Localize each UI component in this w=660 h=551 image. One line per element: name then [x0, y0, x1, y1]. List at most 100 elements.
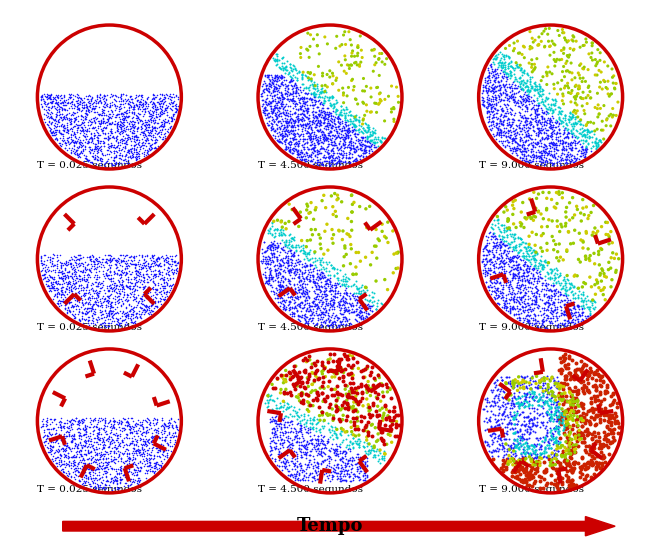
Point [294, 102, 305, 111]
Point [79, 104, 90, 113]
Point [79, 478, 90, 487]
Point [146, 463, 156, 472]
Point [100, 454, 111, 463]
Point [337, 105, 348, 114]
Point [51, 126, 62, 134]
Point [293, 300, 304, 309]
Point [494, 115, 505, 124]
Point [506, 134, 517, 143]
Point [581, 371, 592, 380]
Point [312, 255, 322, 264]
Point [482, 93, 492, 102]
Point [308, 215, 319, 224]
Point [110, 304, 120, 313]
Point [541, 444, 551, 453]
Point [82, 303, 93, 312]
Point [86, 458, 96, 467]
Point [125, 101, 136, 110]
Point [348, 270, 358, 279]
Point [72, 301, 82, 310]
Point [482, 75, 493, 84]
Point [348, 444, 359, 452]
Point [129, 259, 140, 268]
Point [94, 146, 105, 155]
Point [326, 122, 337, 131]
Point [171, 432, 182, 441]
Point [501, 124, 512, 133]
Point [506, 145, 516, 154]
Point [521, 96, 531, 105]
Point [308, 271, 319, 280]
Point [265, 244, 275, 253]
Point [538, 484, 548, 493]
Point [296, 463, 307, 472]
Point [336, 424, 346, 433]
Point [301, 156, 312, 165]
Point [289, 145, 300, 154]
Point [138, 258, 148, 267]
Point [63, 140, 74, 149]
Point [541, 386, 551, 395]
Point [67, 458, 78, 467]
Point [157, 90, 168, 99]
Point [535, 261, 545, 269]
Point [355, 301, 366, 310]
Point [321, 121, 331, 130]
Point [131, 422, 141, 431]
Point [529, 85, 540, 94]
Point [66, 290, 77, 299]
Point [520, 114, 531, 123]
Point [117, 437, 128, 446]
Point [343, 391, 353, 399]
Point [508, 286, 519, 295]
Point [128, 102, 139, 111]
Point [566, 318, 576, 327]
Point [100, 159, 110, 168]
Point [73, 250, 84, 259]
Point [90, 304, 100, 313]
Point [309, 141, 319, 149]
Point [558, 122, 568, 131]
Point [581, 361, 591, 370]
Point [96, 310, 106, 319]
Point [285, 267, 296, 276]
Point [298, 261, 309, 270]
Point [105, 99, 115, 108]
Point [539, 42, 550, 51]
Point [301, 106, 312, 115]
Point [556, 220, 566, 229]
Point [275, 226, 285, 235]
Point [510, 242, 521, 251]
Point [572, 414, 582, 423]
Point [507, 138, 517, 147]
Point [295, 150, 306, 159]
Point [572, 284, 582, 293]
Point [143, 262, 154, 271]
Point [131, 440, 141, 449]
Point [275, 260, 286, 269]
Point [275, 248, 286, 257]
Point [341, 148, 351, 157]
Point [72, 444, 82, 453]
Point [73, 301, 83, 310]
Point [59, 462, 70, 471]
Point [290, 409, 301, 418]
Point [490, 100, 501, 109]
Point [87, 309, 98, 317]
Point [100, 472, 111, 481]
Point [121, 108, 131, 117]
Point [298, 137, 308, 145]
Point [82, 118, 93, 127]
Point [350, 436, 360, 445]
Point [483, 84, 494, 93]
Point [79, 98, 89, 106]
Point [92, 93, 102, 101]
Point [601, 411, 612, 420]
Point [520, 88, 531, 97]
Point [335, 156, 346, 165]
Point [364, 296, 374, 305]
Point [563, 316, 574, 325]
Point [289, 236, 300, 245]
Point [143, 100, 154, 109]
Point [574, 137, 584, 145]
